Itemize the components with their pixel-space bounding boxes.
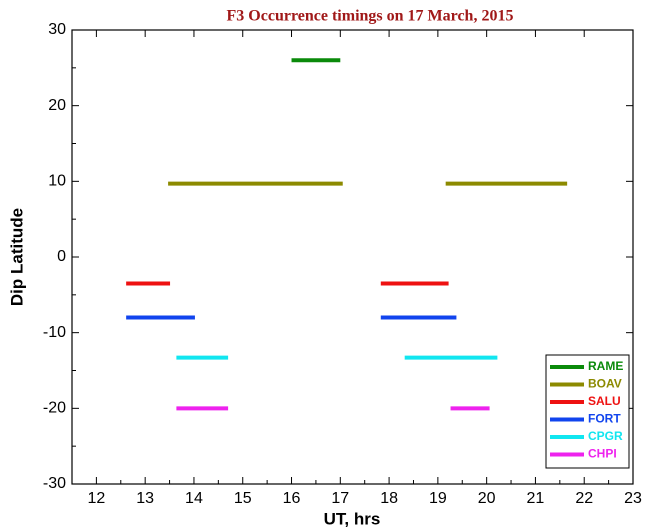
x-tick-label: 21 xyxy=(527,490,545,507)
x-tick-label: 15 xyxy=(234,490,252,507)
legend-label: FORT xyxy=(588,412,621,426)
x-tick-label: 23 xyxy=(624,490,642,507)
x-tick-label: 18 xyxy=(380,490,398,507)
x-tick-label: 22 xyxy=(575,490,593,507)
x-tick-label: 20 xyxy=(478,490,496,507)
y-tick-label: -10 xyxy=(43,324,66,341)
y-tick-label: 0 xyxy=(57,248,66,265)
y-tick-label: -20 xyxy=(43,400,66,417)
x-axis-label: UT, hrs xyxy=(324,509,381,528)
legend-box xyxy=(545,354,630,469)
y-tick-label: -30 xyxy=(43,475,66,492)
x-tick-label: 12 xyxy=(87,490,105,507)
x-tick-label: 17 xyxy=(331,490,349,507)
x-tick-label: 19 xyxy=(429,490,447,507)
legend-label: RAME xyxy=(588,359,623,373)
legend-label: SALU xyxy=(588,394,621,408)
chart-title: F3 Occurrence timings on 17 March, 2015 xyxy=(227,8,514,25)
y-tick-label: 30 xyxy=(48,21,66,38)
x-tick-label: 13 xyxy=(136,490,154,507)
legend-label: CHPI xyxy=(588,447,617,461)
x-tick-label: 14 xyxy=(185,490,203,507)
y-axis-label: Dip Latitude xyxy=(7,208,26,306)
legend-label: CPGR xyxy=(588,429,623,443)
x-tick-label: 16 xyxy=(283,490,301,507)
legend-label: BOAV xyxy=(588,377,622,391)
y-tick-label: 10 xyxy=(48,173,66,190)
y-tick-label: 20 xyxy=(48,97,66,114)
